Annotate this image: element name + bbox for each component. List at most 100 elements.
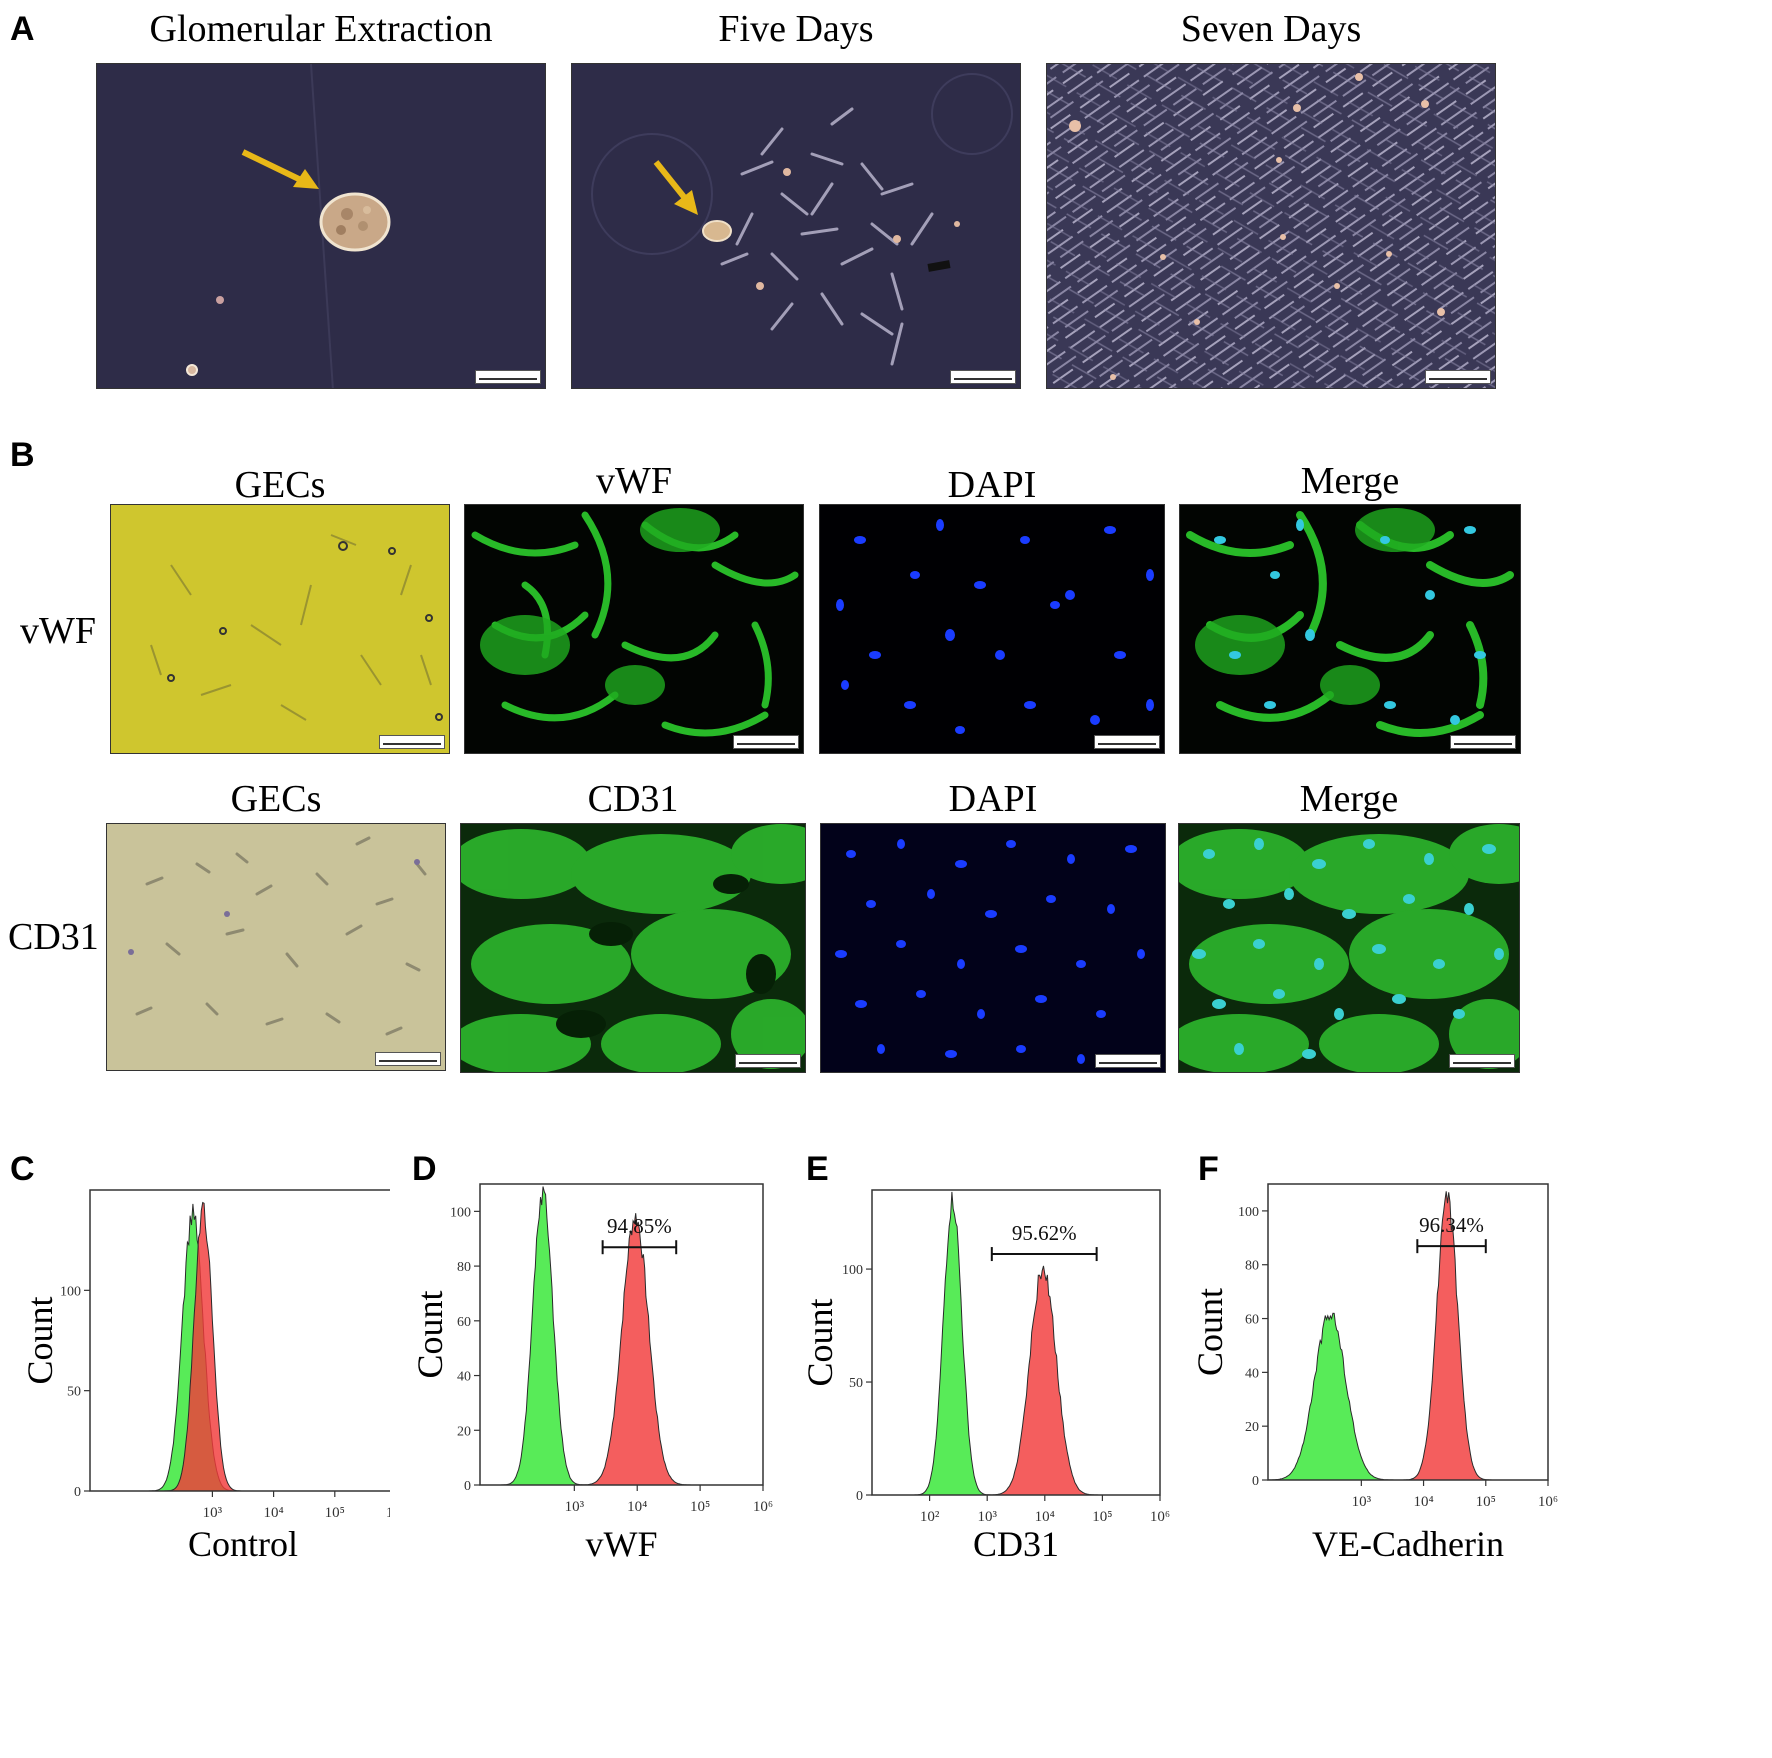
series-green-area [1267, 1312, 1548, 1481]
y-tick-label: 80 [1245, 1259, 1259, 1274]
arrow-icon [653, 160, 698, 215]
micrograph-seven-days [1046, 63, 1496, 389]
gate-percentage-label: 96.34% [1419, 1213, 1484, 1237]
x-tick-label: 10⁶ [1538, 1494, 1558, 1510]
scale-bar [1450, 735, 1516, 749]
scale-bar [735, 1054, 801, 1068]
title-gecs-row1: GECs [234, 464, 326, 506]
scale-bar [475, 370, 541, 384]
y-tick-label: 50 [849, 1376, 863, 1391]
y-axis-label: Count [800, 1298, 840, 1386]
x-tick-label: 10⁴ [1035, 1509, 1055, 1525]
scale-bar [1449, 1054, 1515, 1068]
y-tick-label: 80 [457, 1260, 471, 1275]
plot-frame [1267, 1183, 1549, 1481]
x-axis-label: CD31 [973, 1524, 1059, 1560]
x-tick-label: 10³ [1352, 1494, 1372, 1510]
title-dapi-row1: DAPI [947, 464, 1037, 506]
fluorescence-vwf [464, 504, 804, 754]
x-tick-label: 10⁵ [1476, 1494, 1496, 1510]
scale-bar [1425, 370, 1491, 384]
plot-frame [871, 1189, 1161, 1496]
scale-bar [733, 735, 799, 749]
scale-bar [950, 370, 1016, 384]
y-axis-label: Count [20, 1296, 60, 1384]
x-axis-label: vWF [586, 1524, 658, 1560]
y-tick-label: 0 [74, 1485, 81, 1500]
scale-bar [1095, 1054, 1161, 1068]
y-tick-label: 40 [457, 1370, 471, 1385]
plot-frame [89, 1189, 397, 1492]
x-tick-label: 10⁶ [386, 1505, 390, 1521]
title-merge-row1: Merge [1300, 460, 1400, 502]
scale-bar [379, 735, 445, 749]
merge-row2 [1178, 823, 1520, 1073]
glomerulus [702, 220, 732, 242]
x-tick-label: 10⁵ [325, 1505, 345, 1521]
fluorescence-dapi-row2 [820, 823, 1166, 1073]
series-red-area [872, 1265, 1160, 1496]
panel-label-e: E [806, 1150, 829, 1188]
panel-label-c: C [10, 1150, 35, 1188]
x-tick-label: 10³ [565, 1499, 585, 1515]
title-glomerular-extraction: Glomerular Extraction [149, 8, 493, 50]
y-tick-label: 100 [842, 1263, 863, 1278]
merge-row1 [1179, 504, 1521, 754]
x-tick-label: 10⁴ [627, 1499, 647, 1515]
title-vwf: vWF [596, 460, 672, 502]
histogram-cd31: 0 50 100 10² 10³ 10⁴ 10⁵ 10⁶ Count CD31 95.62% [800, 1180, 1170, 1564]
y-tick-label: 0 [1252, 1474, 1259, 1489]
scale-bar [375, 1052, 441, 1066]
brightfield-gecs-vwf [110, 504, 450, 754]
x-tick-label: 10⁵ [690, 1499, 710, 1515]
panel-label-b: B [10, 436, 35, 474]
plot-frame [479, 1183, 764, 1486]
panel-label-d: D [412, 1150, 437, 1188]
y-tick-label: 60 [457, 1315, 471, 1330]
gate-percentage-label: 95.62% [1012, 1221, 1077, 1245]
y-tick-label: 100 [1238, 1205, 1259, 1220]
scale-bar [1094, 735, 1160, 749]
panel-label-f: F [1198, 1150, 1219, 1188]
histogram-ve-cadherin: 0 20 40 60 80 100 10³ 10⁴ 10⁵ 10⁶ Count VE-Cadherin… [1190, 1180, 1560, 1564]
series-red-area [90, 1201, 396, 1492]
gate-percentage-label: 94.85% [607, 1214, 672, 1238]
x-tick-label: 10³ [203, 1505, 223, 1521]
x-axis-label: Control [188, 1524, 298, 1560]
y-tick-label: 20 [1245, 1420, 1259, 1435]
histogram-vwf: 0 20 40 60 80 100 10³ 10⁴ 10⁵ 10⁶ Count vWF 94.85% [410, 1180, 780, 1564]
title-five-days: Five Days [718, 8, 874, 50]
y-tick-label: 0 [464, 1479, 471, 1494]
x-tick-label: 10⁴ [263, 1505, 283, 1521]
y-tick-label: 40 [1245, 1366, 1259, 1381]
title-dapi-row2: DAPI [948, 778, 1038, 820]
glomerulus [319, 192, 391, 252]
title-seven-days: Seven Days [1180, 8, 1362, 50]
y-tick-label: 100 [450, 1205, 471, 1220]
brightfield-gecs-cd31 [106, 823, 446, 1071]
x-axis-label: VE-Cadherin [1312, 1524, 1504, 1560]
x-tick-label: 10⁶ [1150, 1509, 1170, 1525]
title-cd31: CD31 [587, 778, 679, 820]
y-tick-label: 0 [856, 1489, 863, 1504]
y-axis-label: Count [410, 1290, 450, 1378]
y-tick-label: 50 [67, 1385, 81, 1400]
title-gecs-row2: GECs [230, 778, 322, 820]
micrograph-glomerular-extraction [96, 63, 546, 389]
micrograph-five-days [571, 63, 1021, 389]
x-tick-label: 10⁵ [1092, 1509, 1112, 1525]
y-tick-label: 100 [60, 1284, 81, 1299]
panel-label-a: A [10, 10, 35, 48]
row-label-vwf: vWF [20, 610, 96, 652]
y-tick-label: 60 [1245, 1313, 1259, 1328]
histogram-control: 0 50 100 10³ 10⁴ 10⁵ 10⁶ Count Control [20, 1180, 406, 1564]
row-label-cd31: CD31 [8, 916, 99, 958]
y-tick-label: 20 [457, 1424, 471, 1439]
arrow-icon [241, 149, 319, 189]
x-tick-label: 10² [920, 1509, 940, 1525]
y-axis-label: Count [1190, 1288, 1230, 1376]
title-merge-row2: Merge [1299, 778, 1399, 820]
x-tick-label: 10⁶ [753, 1499, 773, 1515]
fluorescence-dapi-row1 [819, 504, 1165, 754]
series-green-area [90, 1203, 396, 1492]
